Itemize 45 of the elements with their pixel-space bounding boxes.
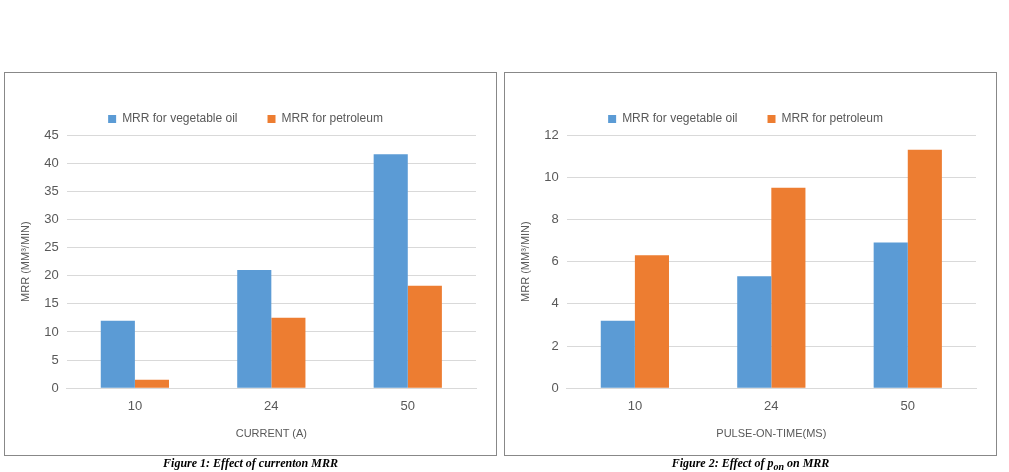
bar: [634, 255, 669, 388]
bar: [600, 320, 635, 388]
x-tick-label: 10: [627, 397, 643, 413]
x-tick-label: 24: [764, 397, 779, 413]
y-tick-label: 15: [44, 295, 59, 311]
x-tick-label: 50: [900, 397, 916, 413]
bar: [873, 242, 908, 388]
y-tick-label: 8: [551, 210, 559, 226]
bar: [237, 270, 272, 388]
y-tick-label: 6: [551, 253, 559, 269]
bar: [373, 154, 408, 388]
y-tick-label: 20: [44, 267, 59, 283]
legend-label: MRR for vegetable oil: [622, 111, 738, 126]
bar: [737, 276, 772, 388]
y-tick-label: 5: [51, 351, 59, 367]
y-tick-label: 4: [551, 295, 559, 311]
y-axis-title: MRR (MM³/MIN): [18, 221, 31, 302]
y-tick-label: 25: [44, 239, 59, 255]
bar: [771, 187, 806, 388]
y-tick-label: 10: [544, 168, 559, 184]
y-tick-label: 0: [551, 379, 559, 395]
y-tick-label: 0: [51, 379, 59, 395]
bar: [907, 149, 942, 388]
x-axis-title: PULSE-ON-TIME(MS): [716, 427, 827, 440]
legend-label: MRR for vegetable oil: [122, 111, 238, 126]
bar: [271, 317, 306, 388]
y-tick-label: 10: [44, 323, 59, 339]
y-axis-title: MRR (MM³/MIN): [518, 221, 531, 302]
legend-label: MRR for petroleum: [281, 111, 383, 126]
x-tick-label: 50: [400, 397, 416, 413]
y-tick-label: 35: [44, 182, 59, 198]
y-tick-label: 40: [44, 154, 59, 170]
bar: [134, 379, 169, 388]
y-tick-label: 30: [44, 210, 59, 226]
caption: Figure 2: Effect of p$_{on}$ on MRR: [670, 456, 831, 472]
legend-label: MRR for petroleum: [781, 111, 883, 126]
x-tick-label: 10: [127, 397, 143, 413]
x-axis-title: CURRENT (A): [235, 427, 307, 440]
bar: [407, 285, 442, 388]
caption: Figure 1: Effect of currenton MRR: [162, 456, 339, 470]
bar: [100, 320, 135, 388]
y-tick-label: 45: [44, 126, 59, 142]
y-tick-label: 2: [551, 337, 559, 353]
x-tick-label: 24: [264, 397, 279, 413]
y-tick-label: 12: [544, 126, 559, 142]
